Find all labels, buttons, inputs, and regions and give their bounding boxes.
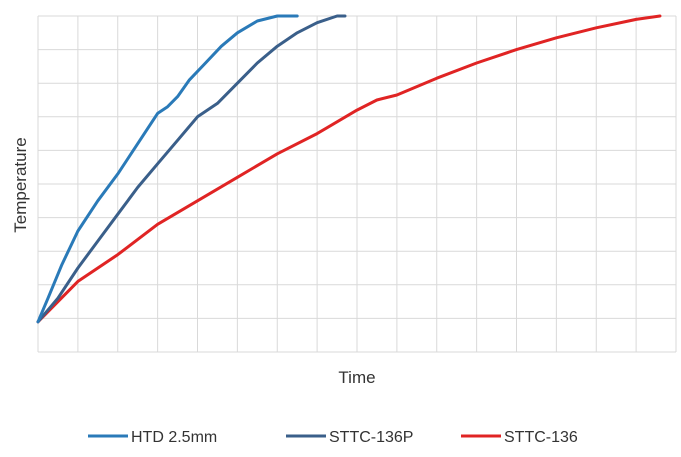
series-line-sttc-136p — [36, 14, 347, 324]
legend-item-htd-2-5mm: HTD 2.5mm — [88, 429, 217, 446]
legend: HTD 2.5mm STTC-136P STTC-136 — [88, 429, 578, 446]
x-axis-label: Time — [338, 368, 375, 387]
series-line-sttc-136 — [36, 14, 662, 324]
series-line-htd-2-5mm — [36, 14, 299, 324]
legend-label: HTD 2.5mm — [131, 429, 217, 446]
legend-label: STTC-136P — [329, 429, 413, 446]
legend-item-sttc-136: STTC-136 — [461, 429, 578, 446]
legend-item-sttc-136p: STTC-136P — [286, 429, 413, 446]
y-axis-label: Temperature — [11, 137, 30, 232]
legend-label: STTC-136 — [504, 429, 578, 446]
gridlines — [37, 15, 677, 353]
series-lines — [36, 14, 662, 324]
